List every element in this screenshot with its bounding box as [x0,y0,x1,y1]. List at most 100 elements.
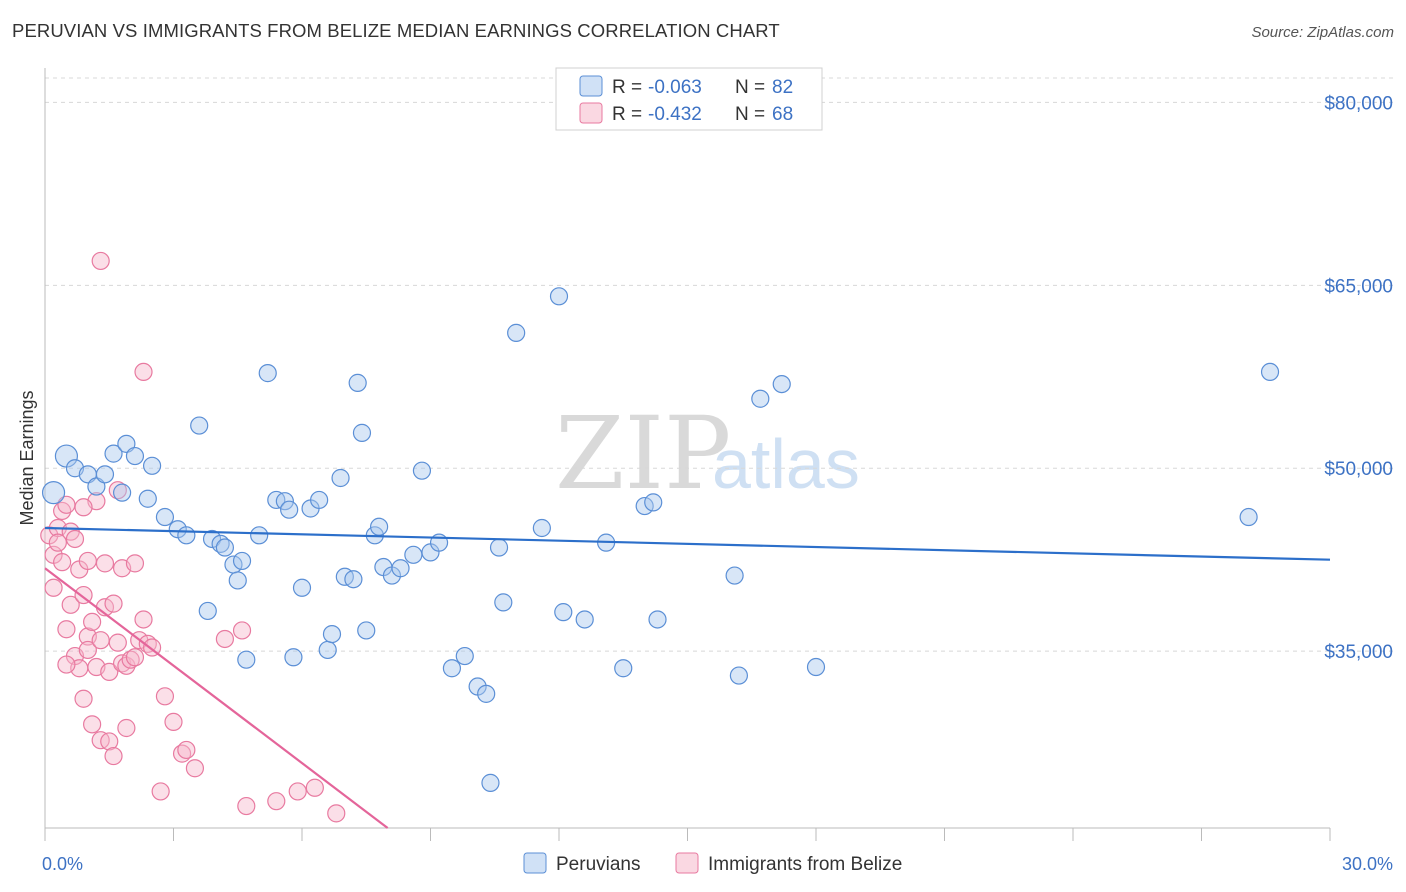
belize-point-4 [48,533,67,552]
belize-point-51 [185,759,205,778]
peruvian-point-29 [284,648,303,667]
legend-r-value-1: -0.063 [648,77,702,98]
peruvian-point-23 [237,650,256,669]
peruvian-point-39 [352,423,372,442]
peruvian-point-0 [41,481,66,505]
belize-trend-line [44,567,389,829]
peruvian-point-72 [1239,507,1258,527]
belize-point-42 [134,362,153,382]
belize-point-20 [83,715,102,734]
peruvian-point-33 [318,640,337,660]
watermark-zip: ZIP [555,395,731,512]
belize-point-17 [78,551,97,571]
peruvian-point-12 [155,507,175,527]
legend-swatch-peruvians [579,75,603,97]
legend-r-label-1: R = [612,77,642,98]
belize-point-19 [78,640,97,660]
bottom-legend-peruvians: Peruvians [556,854,641,875]
legend-n-value-1: 82 [772,77,793,98]
peruvian-point-67 [725,566,744,585]
axes [44,68,1331,841]
peruvian-point-68 [729,666,749,685]
legend-n-label-2: N = [735,104,765,125]
belize-point-2 [44,578,63,597]
peruvian-point-22 [232,551,252,571]
belize-point-50 [177,740,196,760]
chart-source: Source: ZipAtlas.com [1251,24,1394,41]
series-legend: Peruvians Immigrants from Belize [523,852,902,875]
belize-point-37 [117,718,136,738]
peruvian-point-27 [275,492,294,511]
belize-point-40 [125,648,145,667]
peruvian-point-5 [95,465,115,484]
peruvian-point-58 [532,518,551,538]
peruvian-point-47 [412,461,432,480]
belize-point-8 [57,620,76,639]
belize-point-58 [327,804,346,823]
peruvian-trend-line [44,526,1331,561]
y-tick-label-80000: $80,000 [1324,93,1393,114]
peruvian-point-70 [772,374,791,394]
belize-point-30 [104,594,123,613]
peruvian-point-53 [477,684,496,703]
belize-point-46 [151,782,170,801]
peruvian-point-73 [1260,362,1280,382]
bottom-legend-swatch-belize [675,852,699,874]
belize-point-53 [232,621,252,640]
peruvian-point-32 [310,490,329,510]
peruvian-point-6 [104,444,123,463]
belize-point-57 [305,778,324,797]
peruvian-point-59 [549,287,569,306]
peruvian-point-25 [258,364,277,383]
peruvian-point-19 [215,538,234,557]
peruvian-point-28 [280,500,299,519]
belize-point-48 [164,712,183,732]
legend-r-label-2: R = [612,104,642,125]
peruvian-point-7 [112,483,132,502]
belize-point-39 [125,554,145,573]
peruvian-point-42 [370,517,389,536]
peruvian-point-35 [331,468,350,488]
peruvian-point-14 [177,526,196,545]
belize-point-16 [74,689,93,708]
peruvian-point-16 [198,601,217,621]
peruvian-point-38 [348,373,367,392]
belize-point-32 [108,633,127,652]
belize-point-31 [104,746,123,766]
peruvian-point-60 [554,603,573,622]
belize-points [40,251,346,823]
belize-point-28 [100,662,119,682]
watermark-atlas: atlas [712,425,860,503]
peruvian-point-54 [481,773,500,792]
belize-point-54 [237,796,256,816]
legend-r-value-2: -0.432 [648,104,702,125]
belize-point-26 [95,554,115,573]
belize-point-10 [61,595,80,614]
peruvian-point-10 [138,489,157,508]
belize-point-59 [91,251,110,271]
chart-title: PERUVIAN VS IMMIGRANTS FROM BELIZE MEDIA… [12,20,780,41]
belize-point-21 [83,612,102,632]
correlation-legend: R = -0.063 N = 82 R = -0.432 N = 68 [555,67,823,131]
x-tick-label-max: 30.0% [1342,854,1393,874]
y-tick-label-65000: $65,000 [1324,276,1393,297]
y-tick-label-35000: $35,000 [1324,642,1393,663]
peruvian-point-46 [404,545,423,564]
belize-point-6 [53,553,72,572]
belize-point-56 [288,782,307,801]
bottom-legend-swatch-peruvians [523,852,547,874]
belize-point-29 [100,732,119,751]
peruvian-point-61 [575,610,594,629]
peruvian-point-45 [391,559,410,578]
peruvian-point-65 [644,493,663,512]
legend-n-label-1: N = [735,77,765,98]
peruvian-point-57 [507,323,526,342]
watermark: ZIP atlas [555,395,860,512]
peruvian-point-11 [142,456,162,475]
y-tick-label-50000: $50,000 [1324,459,1393,480]
bottom-legend-belize: Immigrants from Belize [708,854,902,875]
belize-point-61 [74,498,93,517]
legend-n-value-2: 68 [772,104,793,125]
peruvian-point-30 [292,578,312,597]
peruvian-point-15 [190,416,209,435]
